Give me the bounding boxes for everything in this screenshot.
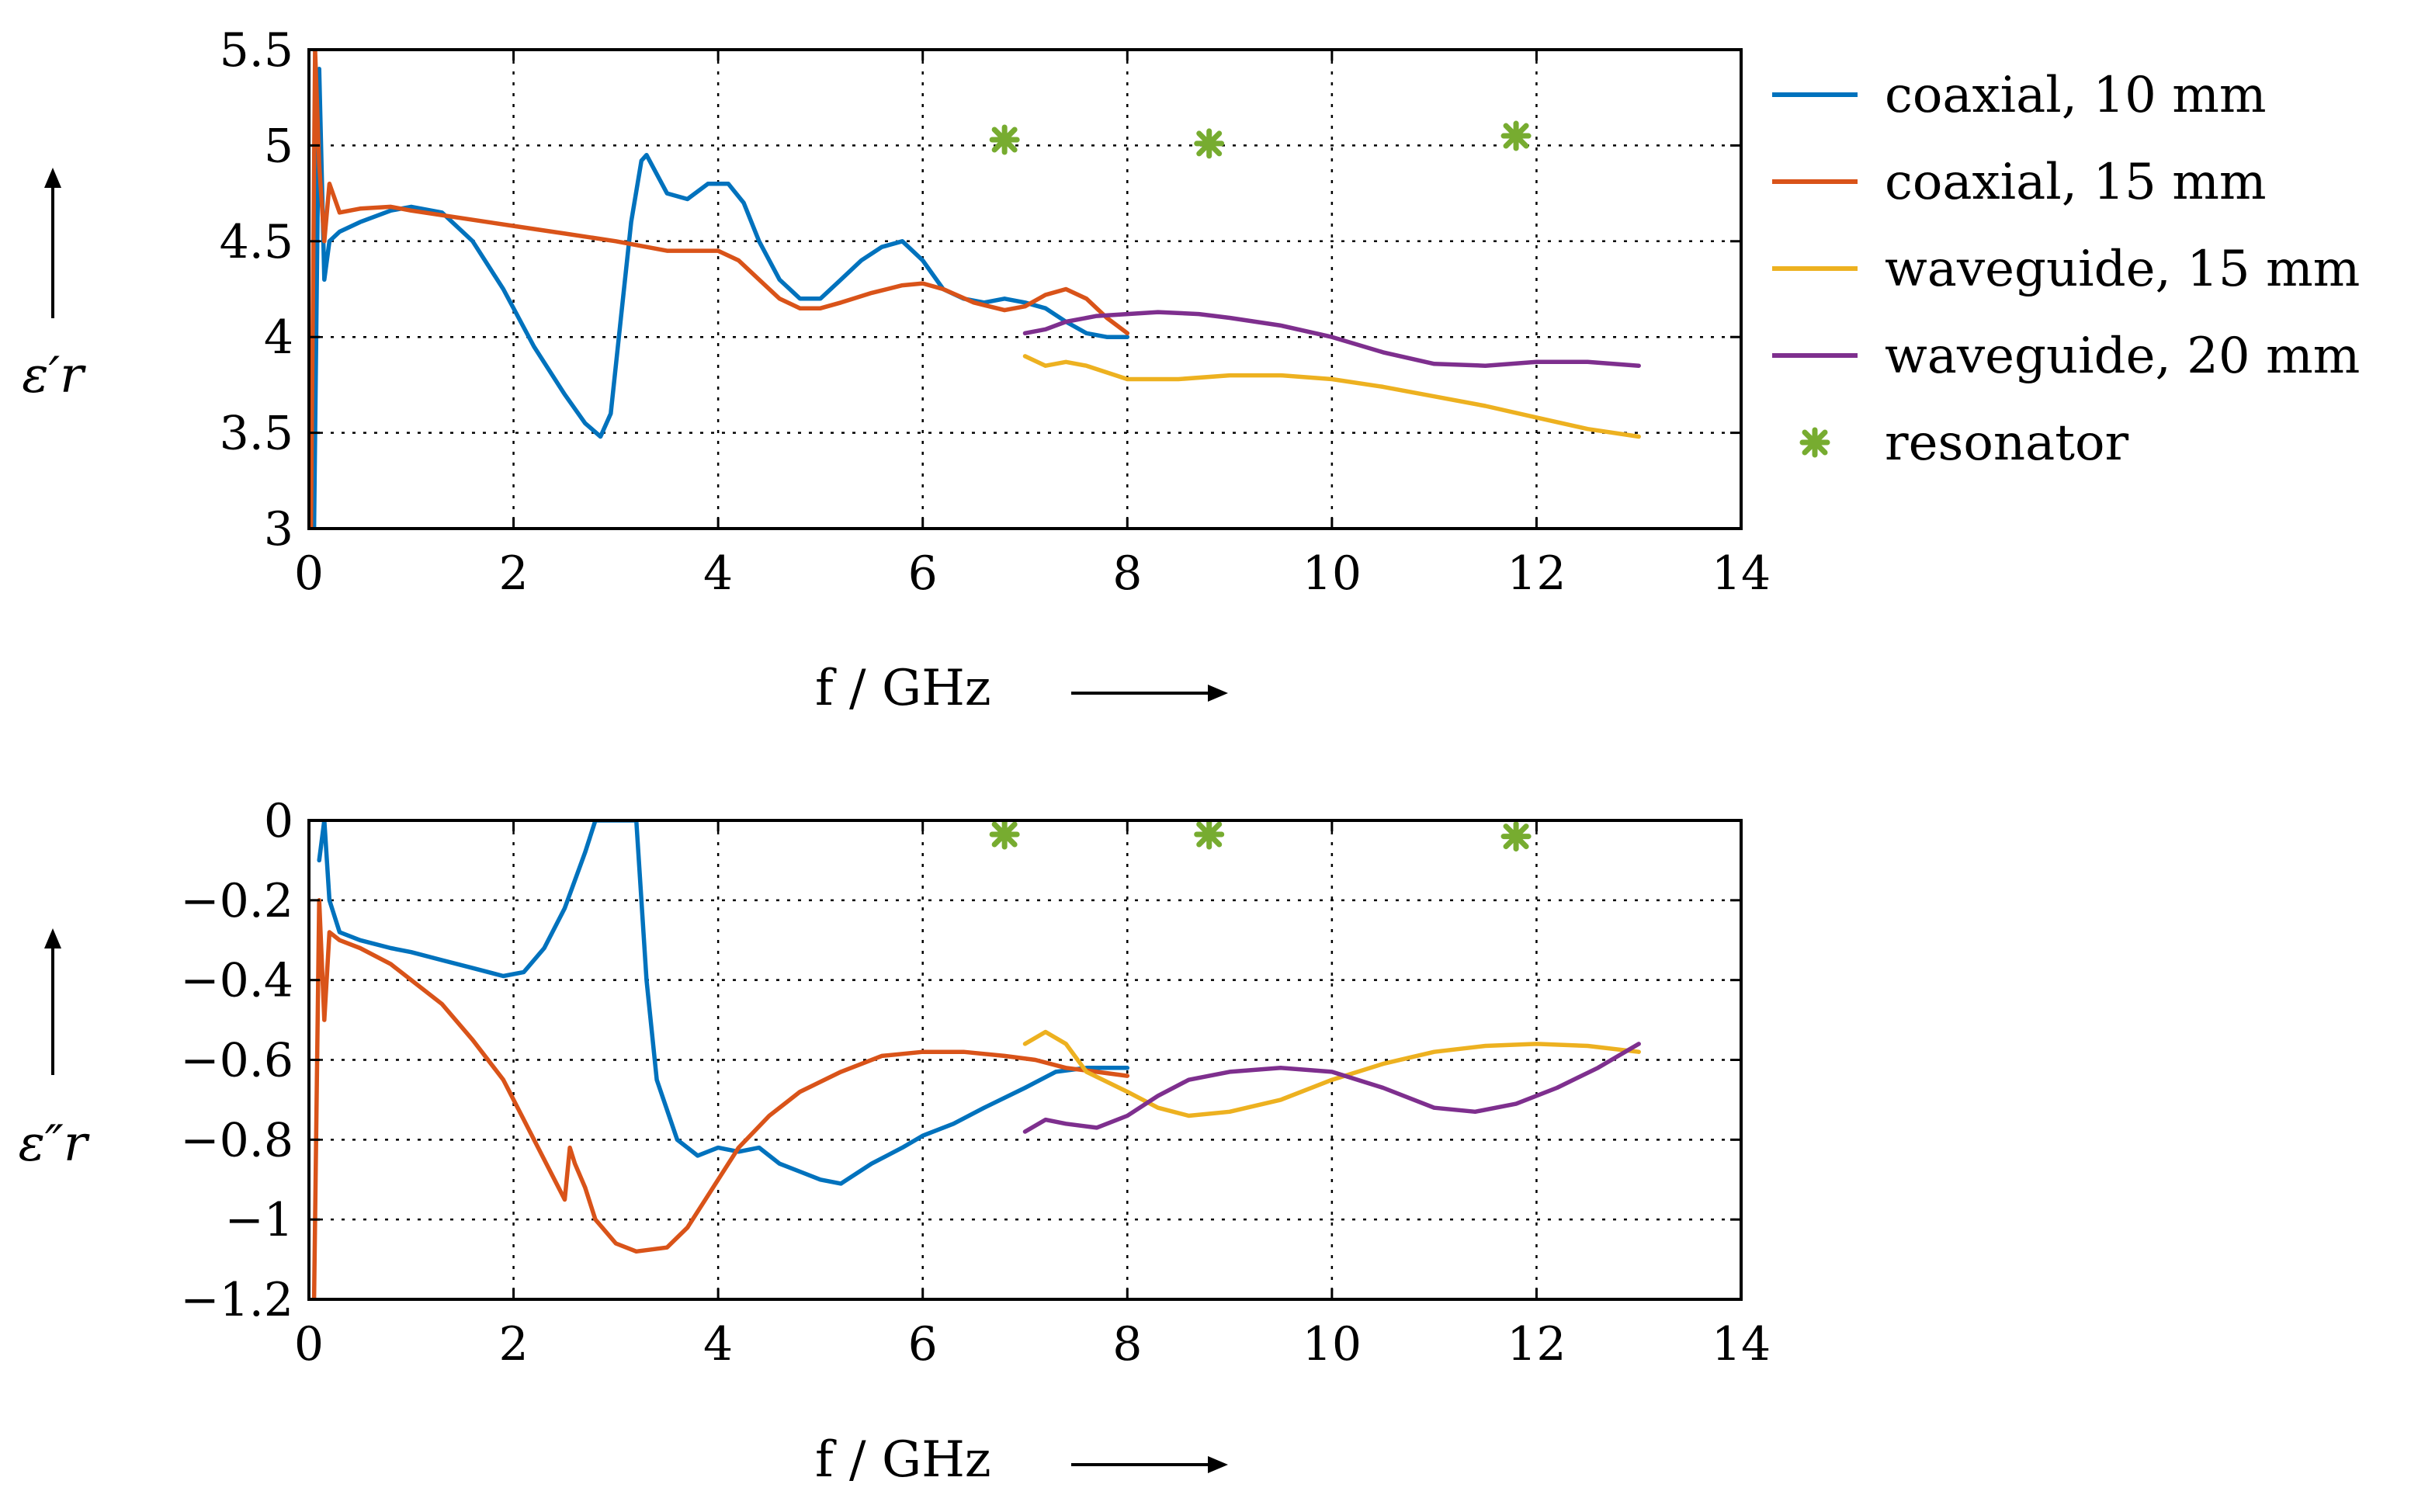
series-line-coaxial-15-mm [309, 50, 1130, 529]
x-tick-label: 0 [294, 1317, 324, 1372]
y-tick-label: 0 [264, 794, 293, 848]
series-group [311, 820, 1641, 1299]
series-line-waveguide-20-mm [1022, 310, 1641, 368]
chart-panel-imag-permittivity: 0 2 4 6 8 10 12 14 −1.2 −1 −0.8 −0.6 −0.4 −0.2 0 f / G… [19, 794, 1771, 1489]
x-tick-label: 4 [703, 546, 733, 601]
x-axis-label: f / GHz [815, 660, 991, 717]
chart-panel-real-permittivity: 0 2 4 6 8 10 12 14 3 3.5 4 4.5 5 5.5 f / GHz ε′r [22, 23, 1771, 717]
series-line-coaxial-10-mm [317, 820, 1130, 1186]
axis-labels: f / GHz ε′r [22, 168, 1228, 717]
series-marker-resonator [989, 819, 1020, 850]
x-tick-label: 2 [498, 546, 528, 601]
x-tick-label: 10 [1303, 546, 1362, 601]
series-marker-resonator [1194, 819, 1225, 850]
axis-ticks [307, 819, 1743, 1301]
grid-lines [309, 820, 1741, 1299]
y-tick-label: −1.2 [180, 1273, 293, 1327]
legend-label: resonator [1885, 414, 2128, 472]
legend-item-waveguide-20-mm: waveguide, 20 mm [1772, 328, 2360, 385]
legend-item-coaxial-10-mm: coaxial, 10 mm [1772, 67, 2267, 124]
series-line-waveguide-20-mm [1022, 1042, 1641, 1134]
legend-item-resonator: resonator [1799, 414, 2128, 472]
x-axis-label: f / GHz [815, 1431, 991, 1489]
y-tick-label: −0.4 [180, 954, 293, 1008]
legend: coaxial, 10 mm coaxial, 15 mm waveguide, 1… [1772, 67, 2360, 472]
y-axis-arrowhead [44, 928, 61, 948]
y-axis-label: ε″r [19, 1115, 90, 1173]
y-tick-label: −0.6 [180, 1034, 293, 1088]
series-line-coaxial-15-mm [311, 898, 1130, 1299]
grid-lines [309, 50, 1741, 529]
legend-label: waveguide, 20 mm [1885, 328, 2360, 385]
legend-item-waveguide-15-mm: waveguide, 15 mm [1772, 241, 2360, 298]
x-axis-arrowhead [1208, 1456, 1228, 1473]
x-tick-label: 2 [498, 1317, 528, 1372]
y-tick-label: −1 [225, 1193, 293, 1247]
axis-labels: f / GHz ε″r [19, 928, 1228, 1489]
y-tick-label: 5.5 [220, 23, 293, 78]
x-tick-label: 8 [1112, 546, 1142, 601]
legend-swatch [1799, 427, 1830, 458]
x-tick-label: 8 [1112, 1317, 1142, 1372]
series-marker-resonator [1500, 120, 1532, 151]
y-tick-label: 4 [264, 310, 293, 365]
y-axis-arrowhead [44, 168, 61, 188]
series-marker-resonator [989, 124, 1020, 155]
x-axis-arrowhead [1208, 685, 1228, 702]
x-tick-label: 6 [908, 546, 938, 601]
series-group [309, 50, 1641, 529]
series-line-waveguide-15-mm [1022, 1029, 1641, 1118]
y-axis-label: ε′r [22, 347, 86, 404]
x-tick-label: 4 [703, 1317, 733, 1372]
x-tick-label: 0 [294, 546, 324, 601]
x-tick-label: 14 [1712, 546, 1771, 601]
series-marker-resonator [1194, 128, 1225, 159]
series-marker-resonator [1500, 821, 1532, 852]
marker-group [989, 120, 1532, 159]
marker-group [989, 819, 1532, 852]
legend-item-coaxial-15-mm: coaxial, 15 mm [1772, 154, 2267, 211]
plot-frame [307, 48, 1743, 530]
x-tick-label: 6 [908, 1317, 938, 1372]
tick-labels: 0 2 4 6 8 10 12 14 −1.2 −1 −0.8 −0.6 −0.4 −0.2 0 [180, 794, 1771, 1372]
axis-ticks [307, 48, 1743, 530]
y-tick-label: 4.5 [220, 215, 293, 269]
y-tick-label: 3.5 [220, 407, 293, 461]
tick-labels: 0 2 4 6 8 10 12 14 3 3.5 4 4.5 5 5.5 [220, 23, 1771, 601]
x-tick-label: 12 [1507, 546, 1566, 601]
legend-label: waveguide, 15 mm [1885, 241, 2360, 298]
legend-label: coaxial, 15 mm [1885, 154, 2267, 211]
x-tick-label: 10 [1303, 1317, 1362, 1372]
legend-label: coaxial, 10 mm [1885, 67, 2267, 124]
y-tick-label: 3 [264, 502, 293, 557]
y-tick-label: −0.2 [180, 874, 293, 928]
x-tick-label: 12 [1507, 1317, 1566, 1372]
y-tick-label: 5 [264, 119, 293, 173]
series-line-coaxial-10-mm [311, 66, 1130, 529]
x-tick-label: 14 [1712, 1317, 1771, 1372]
y-tick-label: −0.8 [180, 1113, 293, 1167]
series-line-waveguide-15-mm [1022, 354, 1641, 439]
